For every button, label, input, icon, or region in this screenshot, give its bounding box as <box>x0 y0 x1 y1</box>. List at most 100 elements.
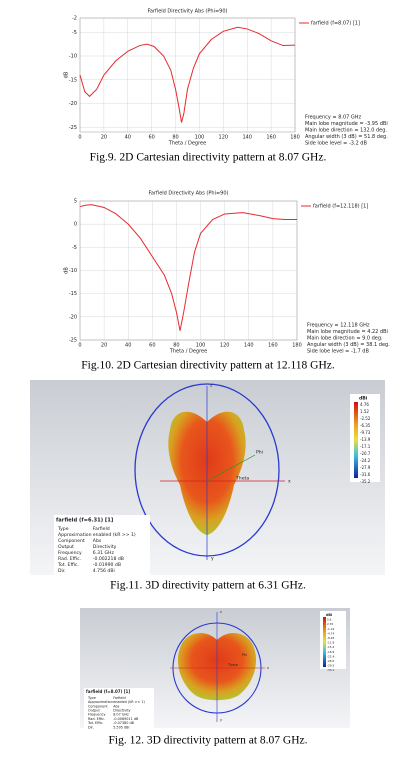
x-tick-label: 180 <box>292 343 302 349</box>
info-value: enabled (kR >> 1) <box>113 700 145 704</box>
info-value: Abs <box>113 704 119 708</box>
x-tick-label: 60 <box>148 135 154 141</box>
info-key: Output <box>58 544 74 550</box>
x-tick-label: 140 <box>242 135 252 141</box>
x-tick-label: 160 <box>268 343 278 349</box>
y-axis-label: dB <box>64 267 70 274</box>
info-panel <box>84 688 154 728</box>
info-value: -0.01990 dB <box>93 562 121 568</box>
axis-label: y <box>211 557 214 562</box>
plot-area <box>79 200 298 341</box>
x-tick-label: 100 <box>196 343 206 349</box>
x-axis-label: Theta / Degree <box>168 141 206 147</box>
annotation: Frequency = 12.118 GHz <box>307 323 370 329</box>
annotation: Side lobe level = -3.2 dB <box>305 141 367 147</box>
annotation: Angular width (3 dB) = 38.1 deg. <box>307 342 390 348</box>
y-tick-label: -20 <box>69 314 77 320</box>
info-key: Type <box>57 526 69 532</box>
info-value: Farfield <box>113 696 125 700</box>
x-tick-label: 0 <box>78 343 81 349</box>
colorbar-tick: 5.6 <box>327 618 332 622</box>
info-value: Directivity <box>93 544 117 550</box>
axis <box>206 454 256 482</box>
info-key: Frequency <box>88 713 106 717</box>
axis-label: x <box>288 480 291 485</box>
colorbar-unit: dBi <box>359 396 368 402</box>
x-tick-label: 20 <box>101 135 107 141</box>
y-tick-label: 5 <box>74 199 77 205</box>
colorbar <box>323 617 326 667</box>
info-key: Approximation <box>58 532 92 538</box>
axis-label: x <box>267 666 269 670</box>
info-key: Tot. Effic. <box>87 721 103 725</box>
x-tick-label: 0 <box>78 135 81 141</box>
info-key: Output <box>88 708 100 712</box>
caption: Fig.9. 2D Cartesian directivity pattern … <box>90 152 327 164</box>
info-value: 4.756 dBi <box>93 568 115 574</box>
x-tick-label: 180 <box>290 135 300 141</box>
colorbar-tick: -22.4 <box>327 654 334 658</box>
annotation: Angular width (3 dB) = 51.8 deg. <box>305 134 388 140</box>
y-tick-label: -5 <box>72 30 77 36</box>
y-tick-label: -15 <box>69 77 77 83</box>
y-tick-label: -10 <box>69 54 77 60</box>
chart-title: Farfield Directivity Abs (Phi=90) <box>148 9 228 15</box>
colorbar-tick: -15.4 <box>327 645 334 649</box>
colorbar-tick: -1.19 <box>327 627 334 631</box>
annotation: Main lobe direction = 9.0 deg. <box>307 336 383 342</box>
colorbar-unit: dBi <box>326 613 332 617</box>
y-axis-label: dB <box>64 71 70 78</box>
info-value: 6.31 GHz <box>93 550 115 556</box>
info-key: Type <box>87 696 96 700</box>
x-tick-label: 120 <box>220 343 230 349</box>
info-title: farfield (f=8.07) [1] <box>86 689 130 694</box>
colorbar-tick: -35.2 <box>360 479 371 484</box>
axis-label: Phi <box>242 653 247 657</box>
colorbar-tick: -6.35 <box>360 423 371 428</box>
annotation: Main lobe direction = 132.0 deg. <box>305 128 387 134</box>
x-tick-label: 80 <box>173 343 179 349</box>
info-value: -0.07380 dB <box>113 721 134 725</box>
caption: Fig.10. 2D Cartesian directivity pattern… <box>81 360 335 372</box>
info-value: -0.002218 dB <box>93 556 124 562</box>
x-tick-label: 40 <box>125 343 131 349</box>
colorbar-tick: -4.74 <box>327 631 334 635</box>
plot-frame <box>68 190 301 358</box>
x-tick-label: 40 <box>125 135 131 141</box>
info-title: farfield (f=6.31) [1] <box>56 518 113 524</box>
annotation: Main lobe magnitude = 4.22 dBi <box>307 329 388 335</box>
colorbar-tick: -26.0 <box>327 659 334 663</box>
x-tick-label: 100 <box>195 135 205 141</box>
colorbar-tick: -18.9 <box>327 650 334 654</box>
data-line <box>79 204 297 331</box>
colorbar-tick: -29.5 <box>327 664 334 668</box>
colorbar-tick: -2.52 <box>360 416 371 421</box>
legend-label: farfield (f=12.118) [1] <box>313 204 368 210</box>
info-value: 5.595 dBi <box>113 725 129 729</box>
plot-frame <box>68 8 299 150</box>
colorbar <box>354 402 358 478</box>
colorbar-tick: 4.76 <box>360 402 369 407</box>
caption: Fig. 12. 3D directivity pattern at 8.07 … <box>109 735 308 747</box>
axis-label: z <box>220 610 222 614</box>
y-tick-label: -15 <box>69 291 77 297</box>
info-value: enabled (kR >> 1) <box>93 532 136 538</box>
y-tick-label: -20 <box>69 101 77 107</box>
y-tick-label: -25 <box>69 125 77 131</box>
colorbar-tick: -24.2 <box>360 458 371 463</box>
colorbar-tick: 2.35 <box>327 622 333 626</box>
x-axis-label: Theta / Degree <box>169 349 207 355</box>
colorbar-tick: -8.28 <box>327 636 334 640</box>
x-tick-label: 120 <box>219 135 229 141</box>
colorbar-tick: -9.73 <box>360 430 371 435</box>
figure-3d <box>80 608 350 728</box>
axis-label: y <box>220 718 222 722</box>
info-value: 8.07 GHz <box>113 713 129 717</box>
chart-title: Farfield Directivity Abs (Phi=90) <box>149 191 229 197</box>
axis-label: Phi <box>256 450 263 456</box>
info-key: Rad. Effic. <box>58 556 81 562</box>
info-key: Rad. Effic. <box>88 717 105 721</box>
axis-label: Theta <box>227 663 238 667</box>
legend-label: farfield (f=8.07) [1] <box>311 21 360 27</box>
